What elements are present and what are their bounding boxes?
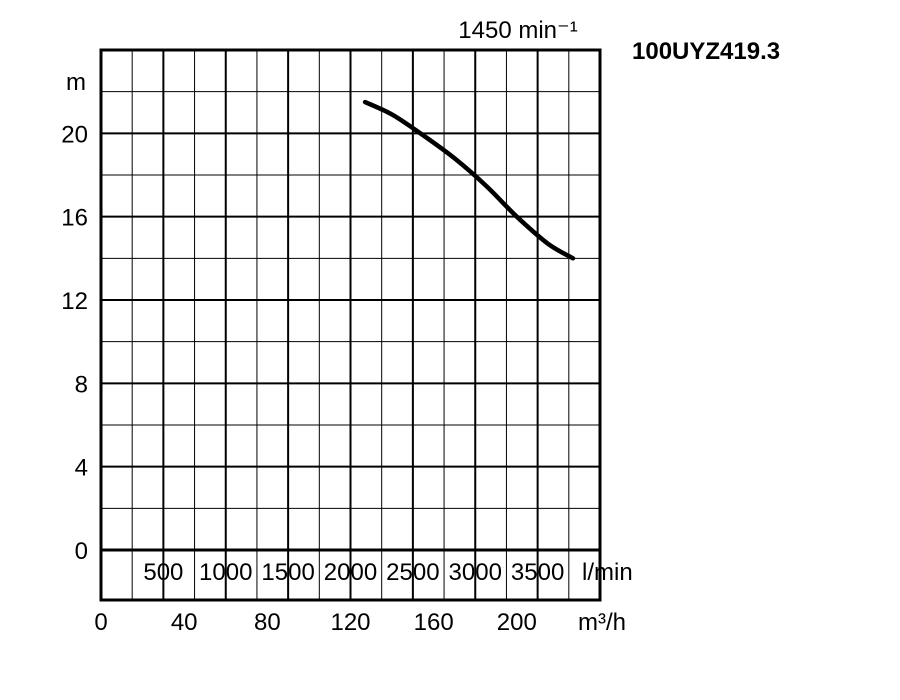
x-tick-label-lmin: 2000: [324, 559, 377, 586]
x-tick-label-lmin: 3500: [511, 559, 564, 586]
chart-grid: [101, 50, 600, 600]
x-tick-label-lmin: 1500: [261, 559, 314, 586]
x-tick-labels-lmin: 500 1000 1500 2000 2500 3000 3500: [143, 559, 564, 586]
x-tick-label-m3h: 120: [330, 609, 370, 636]
model-label: 100UYZ419.3: [632, 38, 780, 65]
x-tick-labels-m3h: 0 40 80 120 160 200: [94, 609, 537, 636]
y-tick-labels: 0 4 8 12 16 20: [61, 121, 88, 565]
x-tick-label-lmin: 3000: [449, 559, 502, 586]
x-tick-label-m3h: 0: [94, 609, 107, 636]
y-axis-unit: m: [66, 69, 86, 96]
y-tick-label: 20: [61, 121, 88, 148]
y-tick-label: 16: [61, 205, 88, 232]
x-unit-m3h: m³/h: [578, 609, 626, 636]
y-tick-label: 12: [61, 288, 88, 315]
speed-label: 1450 min⁻¹: [458, 17, 577, 44]
x-tick-label-lmin: 500: [143, 559, 183, 586]
x-tick-label-lmin: 1000: [199, 559, 252, 586]
x-tick-label-m3h: 40: [171, 609, 198, 636]
x-unit-lmin: l/min: [582, 559, 633, 586]
plot-frame: [99, 48, 602, 602]
y-tick-label: 4: [75, 455, 88, 482]
y-tick-label: 0: [75, 538, 88, 565]
y-tick-label: 8: [75, 371, 88, 398]
x-tick-label-m3h: 160: [414, 609, 454, 636]
head-flow-curve: [362, 99, 576, 261]
x-tick-label-lmin: 2500: [386, 559, 439, 586]
x-tick-label-m3h: 80: [254, 609, 281, 636]
x-tick-label-m3h: 200: [497, 609, 537, 636]
